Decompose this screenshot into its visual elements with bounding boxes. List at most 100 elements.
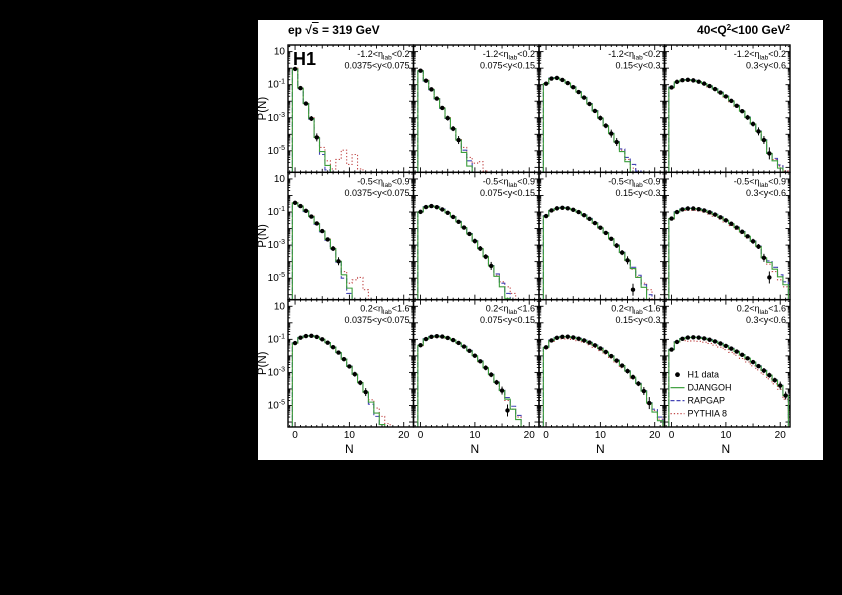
data-point <box>630 374 636 380</box>
data-point <box>445 115 450 121</box>
data-point <box>745 356 750 361</box>
data-point <box>445 335 450 341</box>
rapgap-curve <box>542 77 642 173</box>
rapgap-curve <box>291 203 353 300</box>
data-point <box>434 204 440 210</box>
sqrt-s-bar: s <box>311 23 319 37</box>
x-axis-title: N <box>471 442 480 456</box>
pythia-curve <box>668 338 789 427</box>
data-point <box>314 334 319 340</box>
h1-data-points <box>669 77 772 160</box>
eta-range-label: 0.2<ηlab<1.6 <box>611 304 660 317</box>
legend-marker-h1-data <box>675 372 680 378</box>
data-point <box>761 137 767 143</box>
header-q2-range: 40<Q2<100 GeV2 <box>697 23 790 37</box>
eta-range-label: -0.5<ηlab<0.9 <box>608 176 660 189</box>
data-point <box>358 380 363 385</box>
data-point <box>565 334 570 339</box>
data-point <box>330 345 336 350</box>
data-point <box>592 108 598 114</box>
data-point <box>434 333 440 339</box>
data-point <box>320 228 325 234</box>
sqrt-symbol: √ <box>305 23 312 37</box>
x-tick-label: 10 <box>344 430 356 441</box>
y-range-label: 0.3<y<0.6 <box>746 315 786 325</box>
legend-label: H1 data <box>688 370 720 380</box>
eta-range-label: -0.5<ηlab<0.9 <box>357 176 409 189</box>
data-point <box>456 340 461 346</box>
data-point <box>609 131 614 136</box>
data-point <box>483 254 488 259</box>
legend-label: RAPGAP <box>688 396 726 406</box>
data-point <box>718 90 723 95</box>
y-range-label: 0.3<y<0.6 <box>746 188 786 198</box>
header-beam-energy-text: ep <box>288 23 306 37</box>
data-point <box>314 135 319 140</box>
eta-range-label: -0.5<ηlab<0.9 <box>483 176 535 189</box>
y-tick-label: 10-3 <box>268 366 285 378</box>
djangoh-curve <box>668 79 784 173</box>
y-tick-label: 10-3 <box>268 112 285 124</box>
y-range-label: 0.0375<y<0.075 <box>344 61 409 71</box>
x-tick-label: 20 <box>649 430 661 441</box>
data-point <box>571 84 576 90</box>
data-point <box>483 365 488 371</box>
x-tick-label: 20 <box>398 430 410 441</box>
data-point <box>330 246 336 251</box>
data-point <box>467 231 472 237</box>
data-point <box>756 129 761 134</box>
data-point <box>587 340 592 345</box>
data-point <box>429 87 434 92</box>
y-range-label: 0.15<y<0.3 <box>615 188 660 198</box>
djangoh-curve <box>542 336 664 427</box>
data-point <box>614 358 619 363</box>
data-point <box>707 83 712 89</box>
data-point <box>641 388 647 394</box>
y-range-label: 0.0375<y<0.075 <box>344 188 409 198</box>
rapgap-curve <box>668 78 789 173</box>
data-point <box>739 108 745 114</box>
y-range-label: 0.15<y<0.3 <box>615 61 660 71</box>
data-point <box>423 78 429 83</box>
q2-range-mid: <100 GeV <box>731 23 786 37</box>
data-point <box>772 377 777 383</box>
h1-data-points <box>418 333 510 417</box>
data-point <box>309 116 314 121</box>
data-point <box>619 250 625 255</box>
data-point <box>707 210 712 215</box>
h1-data-points <box>292 66 319 142</box>
data-point <box>461 344 467 349</box>
y-range-label: 0.3<y<0.6 <box>746 61 786 71</box>
data-point <box>598 225 603 230</box>
y-range-label: 0.15<y<0.3 <box>615 315 660 325</box>
panel-r1-c0: -0.5<ηlab<0.90.0375<y<0.075 10 10-1 10-3 10-… <box>258 171 415 301</box>
pythia-curve <box>542 207 653 300</box>
y-tick-label: 10 <box>274 47 286 58</box>
data-point <box>587 216 592 222</box>
data-point <box>494 380 499 385</box>
data-point <box>761 255 767 261</box>
data-point <box>587 101 592 107</box>
data-point <box>729 346 734 351</box>
pythia-curve <box>291 67 364 173</box>
multiplicity-distribution-grid: -1.2<ηlab<0.20.0375<y<0.075H11010-110-31… <box>258 44 791 456</box>
data-point <box>418 343 423 348</box>
data-point <box>718 341 723 346</box>
y-tick-label: 10-5 <box>268 399 285 411</box>
header-beam-energy: ep √s = 319 GeV <box>288 23 380 37</box>
data-point <box>712 212 718 217</box>
data-point <box>325 340 330 345</box>
data-point <box>445 210 450 215</box>
gev2-sup: 2 <box>785 23 790 32</box>
h1-data-points <box>543 205 636 296</box>
data-point <box>691 206 696 211</box>
data-point <box>712 339 718 344</box>
y-range-label: 0.075<y<0.15 <box>480 315 535 325</box>
data-point <box>456 137 461 143</box>
panel-r0-c1: -1.2<ηlab<0.20.075<y<0.15 <box>412 44 540 174</box>
y-axis-title: P(N) <box>258 224 269 248</box>
y-tick-label: 10-5 <box>268 145 285 157</box>
data-point <box>560 334 565 339</box>
data-point <box>712 86 718 92</box>
data-point <box>440 207 445 212</box>
